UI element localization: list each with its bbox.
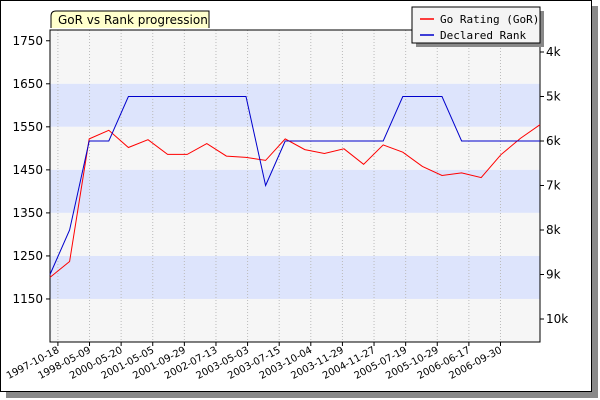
background-band	[50, 298, 540, 342]
right-tick-label: 5k	[546, 90, 561, 104]
background-band	[50, 126, 540, 170]
background-band	[50, 212, 540, 256]
series-line-gor	[49, 124, 541, 278]
chart-title-box: GoR vs Rank progression	[50, 10, 210, 28]
left-tick-label: 1750	[12, 34, 43, 48]
background-bands	[50, 30, 540, 342]
background-band	[50, 169, 540, 213]
left-tick-label: 1450	[12, 163, 43, 177]
x-axis-ticks: 1997-10-181998-05-092000-05-202001-05-05…	[5, 342, 504, 382]
background-band	[50, 255, 540, 299]
series-lines	[49, 96, 541, 278]
left-tick-label: 1550	[12, 120, 43, 134]
right-tick-label: 8k	[546, 223, 561, 237]
right-tick-label: 10k	[546, 312, 568, 326]
right-tick-label: 6k	[546, 134, 561, 148]
legend-label-gor: Go Rating (GoR)	[440, 13, 539, 26]
right-tick-label: 4k	[546, 45, 561, 59]
left-tick-label: 1250	[12, 249, 43, 263]
left-tick-label: 1150	[12, 292, 43, 306]
right-axis-ticks: 4k 5k 6k 7k 8k 9k 10k	[540, 45, 568, 326]
vertical-gridlines	[57, 30, 501, 342]
legend: Go Rating (GoR) Declared Rank	[411, 6, 544, 47]
right-tick-label: 7k	[546, 179, 561, 193]
left-axis-ticks: 1150 1250 1350 1450 1550 1650 1750	[12, 34, 50, 306]
background-band	[50, 83, 540, 127]
legend-label-rank: Declared Rank	[440, 29, 526, 42]
chart-title: GoR vs Rank progression	[58, 13, 208, 27]
left-tick-label: 1650	[12, 77, 43, 91]
right-tick-label: 9k	[546, 268, 561, 282]
series-line-rank	[49, 96, 540, 275]
left-tick-label: 1350	[12, 206, 43, 220]
